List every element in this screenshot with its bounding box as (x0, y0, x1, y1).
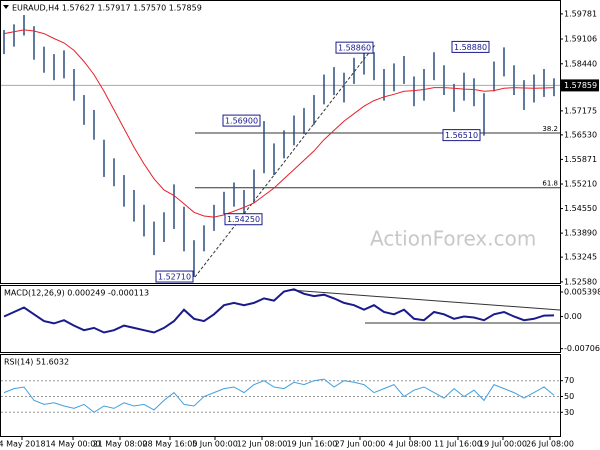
annotation-label: 1.58880 (454, 43, 487, 52)
macd-title: MACD(12,26,9) 0.000249 -0.000113 (4, 289, 149, 298)
moving-average (3, 29, 555, 218)
y-tick-label: -0.007064 (564, 344, 600, 353)
x-tick-label: 26 Jul 08:00 (526, 440, 574, 449)
annotation-label: 1.56510 (445, 131, 478, 140)
annotation-label: 1.56900 (225, 117, 258, 126)
price-title: EURAUD,H4 1.57627 1.57917 1.57570 1.5785… (12, 4, 202, 13)
y-tick-label: 0.005398 (564, 288, 600, 297)
y-tick-label: 1.58440 (564, 59, 597, 68)
x-tick-label: 12 Jun 08:00 (237, 440, 288, 449)
x-tick-label: 19 Jul 00:00 (479, 440, 527, 449)
x-tick-label: 21 May 08:00 (93, 440, 148, 449)
x-tick-label: 27 Jun 00:00 (335, 440, 386, 449)
y-tick-label: 1.52580 (564, 277, 597, 286)
y-tick-label: 70 (564, 376, 574, 385)
x-tick-label: 28 May 16:00 (143, 440, 198, 449)
annotation-box (442, 129, 481, 142)
x-tick-label: 14 May 00:00 (46, 440, 101, 449)
indicator-line (3, 378, 555, 413)
last-price-box (561, 79, 599, 92)
x-tick-label: 4 Jul 08:00 (389, 440, 432, 449)
y-tick-label: 1.56530 (564, 130, 597, 139)
annotation-box (224, 213, 263, 226)
x-tick-label: 4 May 2018 (0, 440, 46, 449)
annotation-box (155, 270, 194, 283)
y-tick-label: 1.57175 (564, 106, 597, 115)
last-price-label: 1.57859 (564, 81, 597, 90)
annotation-box (451, 40, 490, 53)
trendline (194, 44, 376, 278)
y-tick-label: 1.59106 (564, 34, 597, 43)
macd-trendline (289, 289, 561, 311)
annotation-label: 1.52710 (158, 273, 191, 282)
y-tick-label: 50 (564, 392, 574, 401)
x-tick-label: 11 Jul 16:00 (434, 440, 482, 449)
watermark: ActionForex.com (370, 227, 536, 251)
y-tick-label: 30 (564, 408, 574, 417)
y-tick-label: 1.53890 (564, 229, 597, 238)
y-tick-label: 1.55871 (564, 155, 597, 164)
menu-arrow (3, 5, 9, 9)
indicator-line (3, 288, 555, 334)
annotation-box (222, 114, 261, 127)
y-tick-label: 1.59781 (564, 9, 597, 18)
rsi-title: RSI(14) 51.6032 (4, 358, 69, 367)
fib-label: 61.8 (542, 180, 558, 188)
annotation-box (335, 41, 374, 54)
macd-panel (0, 285, 561, 353)
y-tick-label: 0.00 (564, 312, 582, 321)
y-tick-label: 1.55210 (564, 179, 597, 188)
annotation-label: 1.58860 (338, 44, 371, 53)
annotation-label: 1.54250 (227, 215, 260, 224)
y-tick-label: 1.54550 (564, 204, 597, 213)
x-tick-label: 5 Jun 00:00 (192, 440, 238, 449)
rsi-panel (0, 354, 561, 437)
y-tick-label: 1.53245 (564, 253, 597, 262)
x-tick-label: 19 Jun 16:00 (287, 440, 338, 449)
fib-label: 38.2 (542, 125, 558, 133)
